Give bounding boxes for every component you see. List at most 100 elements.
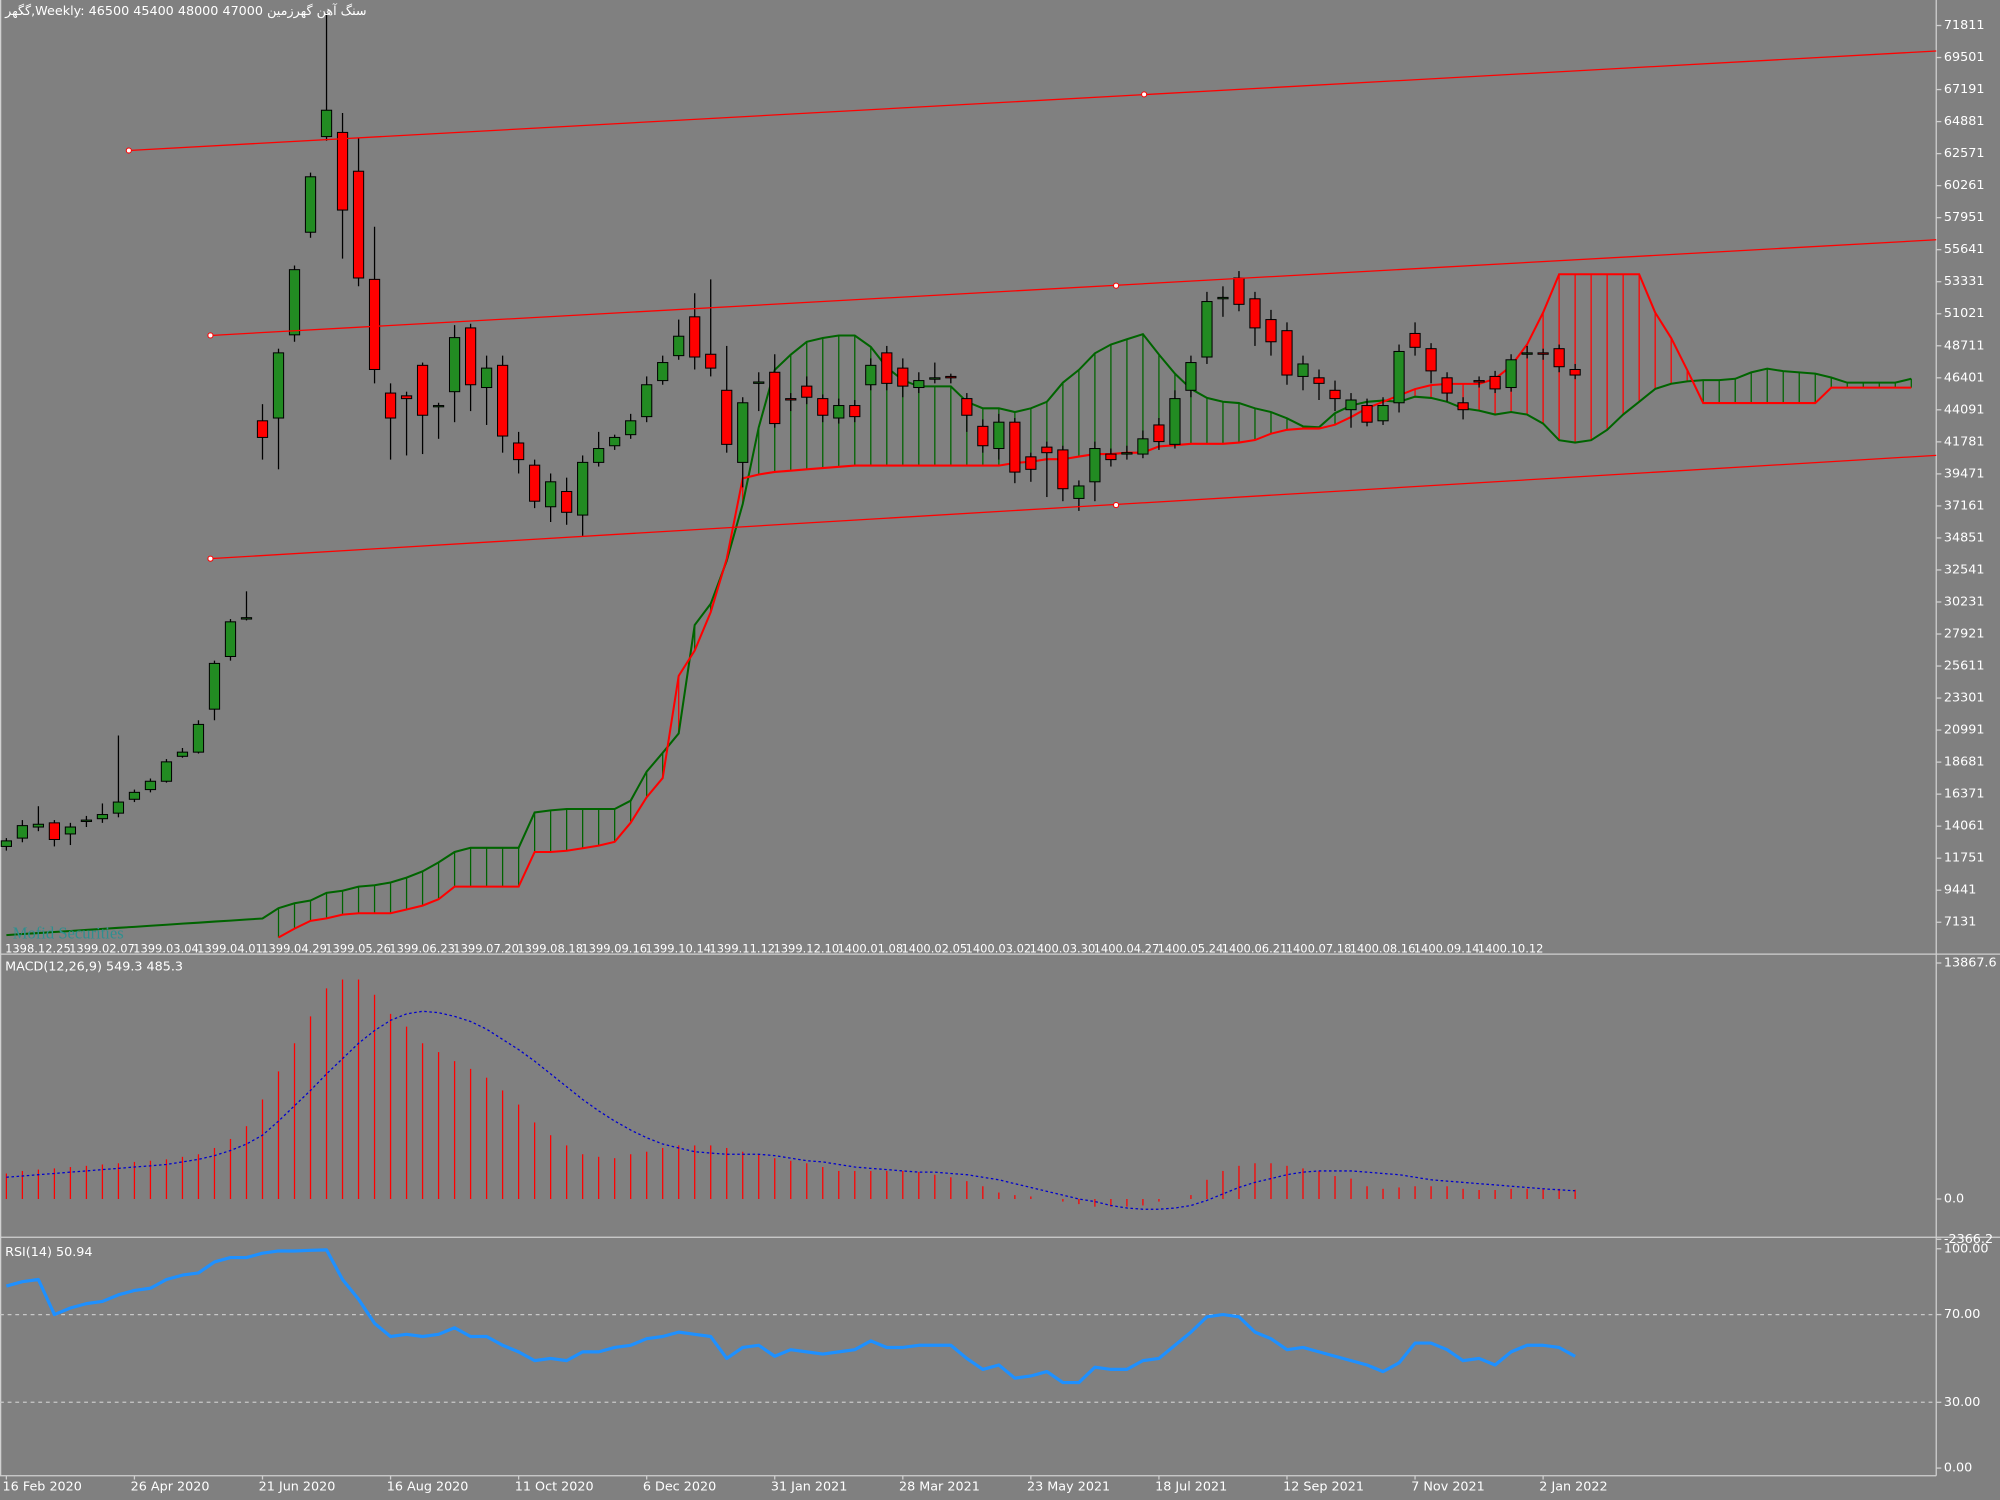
y-tick-label: 64881 [1944, 114, 1985, 129]
y-tick-label: 34851 [1944, 530, 1985, 545]
channel-anchor [1113, 502, 1120, 509]
candle-body [945, 375, 957, 379]
y-tick-label: 0.0 [1944, 1192, 1964, 1207]
y-tick-label: 18681 [1944, 755, 1985, 770]
candle-body [352, 170, 365, 279]
candle-body [737, 402, 749, 463]
candle-body [96, 814, 109, 820]
x-tick-label: 18 Jul 2021 [1155, 1480, 1227, 1495]
candle-body [721, 389, 733, 445]
candle-body [753, 381, 765, 384]
candle-body [689, 316, 701, 358]
candle-body [1217, 296, 1229, 300]
y-tick-label: 11751 [1944, 851, 1985, 866]
candle-body [1473, 380, 1485, 383]
candle-body [913, 380, 925, 389]
candle-body [1489, 375, 1501, 390]
candle-body [144, 780, 157, 791]
candle-body [881, 352, 893, 384]
candle-body [128, 791, 141, 800]
candle-body [545, 481, 557, 508]
y-tick-label: 7131 [1944, 915, 1976, 930]
candle-body [625, 420, 637, 436]
candle-body [1569, 368, 1581, 376]
candle-body [785, 398, 797, 401]
candle-body [1361, 405, 1373, 423]
candle-body [1281, 330, 1293, 376]
candle-body [0, 840, 12, 847]
x-tick-label: 16 Aug 2020 [387, 1480, 469, 1495]
x-tick-label: 1400.03.30 [1030, 941, 1096, 955]
candle-body [849, 405, 861, 418]
candle-body [400, 395, 413, 400]
x-tick-label: 1400.04.27 [1094, 941, 1160, 955]
candle-body [320, 109, 333, 138]
x-tick-label: 1399.07.20 [453, 941, 519, 955]
x-tick-label: 1399.11.12 [709, 941, 775, 955]
y-tick-label: 30.00 [1944, 1395, 1981, 1410]
candle-body [1089, 448, 1101, 483]
candle-body [1329, 389, 1341, 400]
x-tick-label: 1400.03.02 [966, 941, 1032, 955]
candle-body [865, 364, 877, 386]
y-tick-label: 25611 [1944, 659, 1985, 674]
candle-body [1105, 453, 1117, 461]
x-tick-label: 1400.07.18 [1286, 941, 1352, 955]
candle-body [464, 327, 477, 386]
candle-body [897, 367, 909, 387]
candle-body [176, 751, 189, 757]
y-tick-label: 39471 [1944, 466, 1985, 481]
panel-title: RSI(14) 50.94 [5, 1245, 92, 1260]
channel-anchor [207, 332, 214, 339]
candle-body [224, 621, 237, 657]
x-tick-label: 1399.04.29 [261, 941, 327, 955]
candle-body [1377, 405, 1389, 422]
x-tick-label: 11 Oct 2020 [515, 1480, 594, 1495]
candle-body [977, 425, 989, 447]
channel-anchor [207, 555, 214, 562]
candle-body [1153, 424, 1165, 443]
x-tick-label: 7 Nov 2021 [1411, 1480, 1485, 1495]
plot-area: 71811 69501 67191 64881 62571 60261 57951 55641… [0, 13, 1997, 1495]
x-tick-label: 1399.03.04 [133, 941, 199, 955]
y-tick-label: 46401 [1944, 370, 1985, 385]
candle-body [448, 337, 461, 393]
candle-body [1553, 348, 1565, 368]
x-tick-label: 23 May 2021 [1027, 1480, 1110, 1495]
x-tick-label: 16 Feb 2020 [3, 1480, 82, 1495]
x-tick-label: 1400.08.16 [1350, 941, 1416, 955]
x-tick-label: 21 Jun 2020 [259, 1480, 336, 1495]
x-tick-label: 1398.12.25 [5, 941, 71, 955]
candle-body [1393, 350, 1405, 404]
senkou-a-line [6, 332, 1912, 937]
x-tick-label: 31 Jan 2021 [771, 1480, 847, 1495]
candle-body [657, 362, 669, 382]
candle-body [272, 352, 285, 419]
chart-title: گگهر,Weekly: 46500 45400 48000 47000 سنگ… [4, 3, 367, 19]
candle-body [1521, 352, 1533, 355]
y-tick-label: 41781 [1944, 434, 1985, 449]
candle-body [1457, 402, 1469, 411]
x-tick-label: 1399.05.26 [325, 941, 391, 955]
candle-body [769, 371, 781, 425]
candle-body [304, 176, 317, 233]
candle-body [1265, 319, 1277, 343]
y-tick-label: 60261 [1944, 178, 1985, 193]
channel-line [210, 239, 1937, 337]
candle-body [1313, 377, 1325, 384]
channel-line [210, 454, 1937, 560]
candle-body [1345, 399, 1357, 411]
candle-body [641, 384, 653, 418]
x-tick-label: 1399.08.18 [517, 941, 583, 955]
candle-body [1537, 352, 1549, 355]
panel-title: MACD(12,26,9) 549.3 485.3 [5, 959, 183, 974]
watermark: Mofid Securities [13, 924, 124, 943]
x-tick-label: 26 Apr 2020 [131, 1480, 210, 1495]
candle-body [929, 377, 941, 380]
x-tick-label: 1399.10.14 [645, 941, 711, 955]
candle-body [673, 335, 685, 357]
candle-body [1169, 398, 1181, 445]
candle-body [1073, 485, 1085, 499]
y-tick-label: 69501 [1944, 50, 1985, 65]
